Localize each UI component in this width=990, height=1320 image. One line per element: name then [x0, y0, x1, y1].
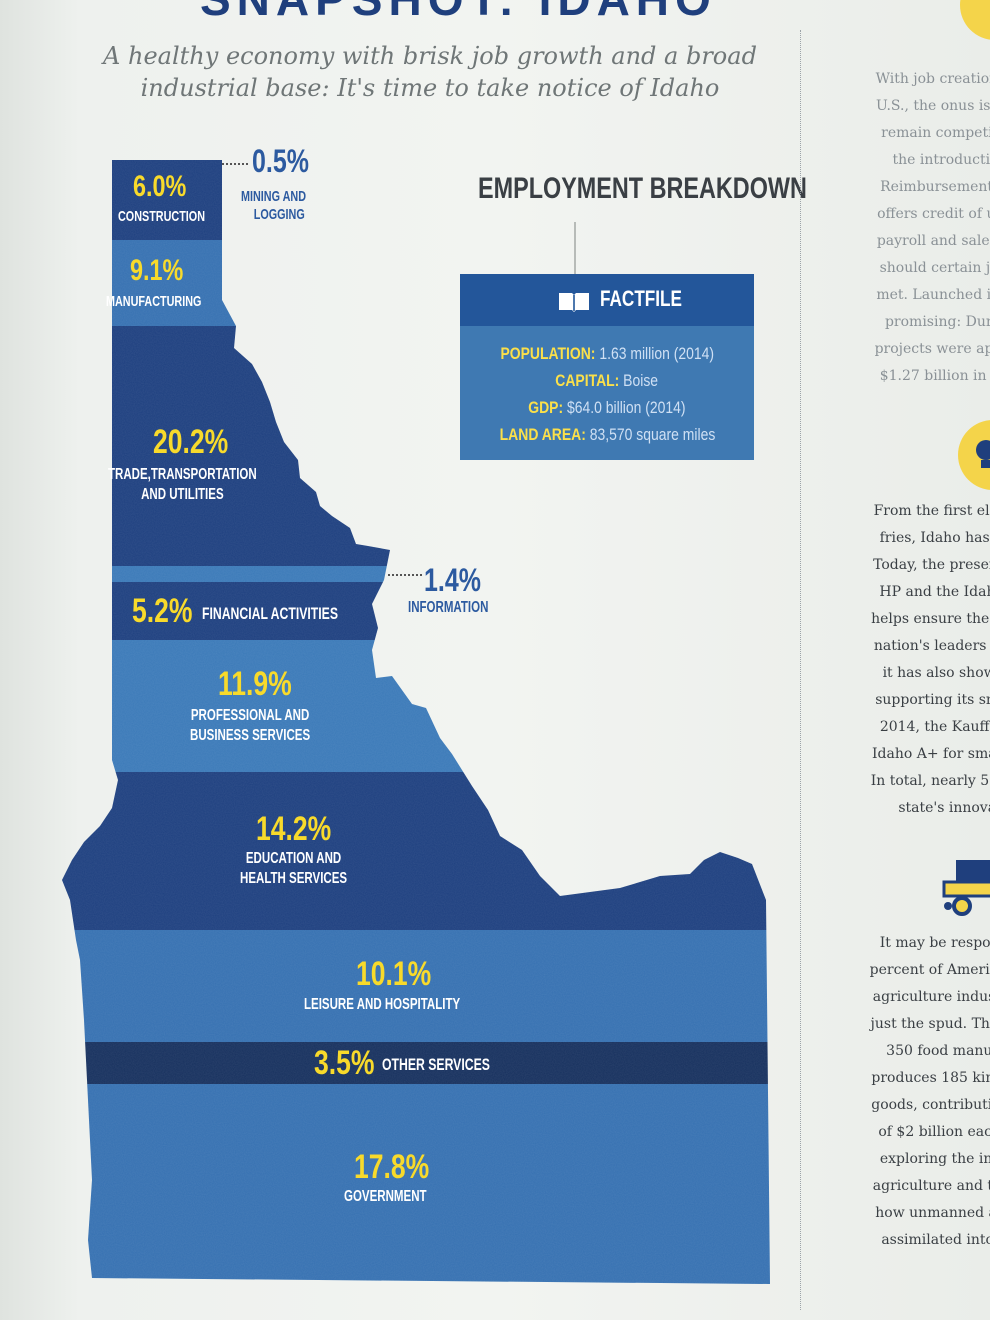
factfile-box: FACTFILE POPULATION: 1.63 million (2014)… — [460, 274, 754, 460]
pct-education: 14.2% — [256, 810, 332, 848]
pct-manufacturing: 9.1% — [130, 254, 184, 287]
factfile-label: CAPITAL: — [555, 371, 620, 390]
text-line: remain competitive — [881, 125, 990, 141]
dollar-icon — [960, 0, 990, 40]
label-mining-line: MINING AND — [241, 188, 307, 205]
label-education: EDUCATION AND HEALTH SERVICES — [240, 849, 347, 888]
pct-professional: 11.9% — [218, 665, 292, 703]
label-government: GOVERNMENT — [344, 1188, 427, 1205]
text-line: exploring the inters — [879, 1151, 990, 1167]
pct-financial: 5.2% — [132, 592, 193, 630]
headline: SNAPSHOT: IDAHO — [200, 0, 717, 26]
label-manufacturing: MANUFACTURING — [106, 293, 202, 310]
text-line: should certain job a — [879, 260, 990, 276]
label-mining-line: LOGGING — [253, 206, 305, 224]
label-trade-line: TRADE,TRANSPORTATION — [108, 466, 257, 483]
label-leisure: LEISURE AND HOSPITALITY — [304, 996, 461, 1013]
text-line: offers credit of up to — [877, 206, 990, 222]
text-line: In total, nearly 50,000 — [870, 773, 990, 789]
text-line: It may be responsib — [879, 935, 990, 951]
factfile-value: 83,570 square miles — [589, 425, 715, 444]
text-line: Today, the presence o — [873, 557, 990, 573]
subtitle: A healthy economy with brisk job growth … — [60, 40, 800, 104]
text-line: produces 185 kinds of — [871, 1070, 990, 1086]
text-line: Idaho A+ for small bu — [872, 746, 990, 762]
text-line: the introduction — [892, 152, 990, 168]
text-line: With job creation a p — [875, 71, 990, 87]
label-trade: TRADE,TRANSPORTATION AND UTILITIES — [108, 465, 257, 504]
factfile-row: CAPITAL: Boise — [460, 371, 754, 391]
text-line: nation's leaders in pa — [873, 638, 990, 654]
text-line: how unmanned aeria — [875, 1205, 990, 1221]
pct-leisure: 10.1% — [356, 955, 432, 993]
text-line: agriculture industry s — [872, 989, 990, 1005]
text-line: supporting its smalle — [875, 692, 990, 708]
label-mining: MINING AND LOGGING — [241, 188, 306, 225]
text-line: state's innovat — [898, 800, 990, 816]
text-line: helps ensure the state — [871, 611, 990, 627]
book-icon — [559, 293, 589, 312]
text-line: percent of America's p — [869, 962, 990, 978]
pct-information: 1.4% — [424, 562, 481, 598]
text-line: it has also shown a — [882, 665, 990, 681]
text-line: 2014, the Kauffman — [879, 719, 990, 735]
text-line: agriculture and techn — [872, 1178, 990, 1194]
text-line: goods, contributing to — [871, 1097, 990, 1113]
text-line: fries, Idaho has a hi — [879, 530, 990, 546]
text-line: 350 food manufac — [886, 1043, 990, 1059]
pct-construction: 6.0% — [133, 170, 187, 203]
leader-line-mining — [222, 163, 248, 165]
text-line: U.S., the onus is on s — [875, 98, 990, 114]
factfile-value: Boise — [623, 371, 659, 390]
factfile-label: POPULATION: — [500, 344, 596, 363]
pct-other: 3.5% — [314, 1044, 375, 1082]
label-construction: CONSTRUCTION — [118, 208, 205, 225]
sidebar-column — [800, 0, 990, 1320]
factfile-value: 1.63 million (2014) — [599, 344, 714, 363]
text-line: From the first electro — [873, 503, 990, 519]
factfile-row: LAND AREA: 83,570 square miles — [460, 425, 754, 445]
label-professional-line: PROFESSIONAL AND — [190, 707, 310, 724]
factfile-value: $64.0 billion (2014) — [567, 398, 686, 417]
factfile-row: GDP: $64.0 billion (2014) — [460, 398, 754, 418]
text-line: $1.27 billion in new — [879, 368, 990, 384]
text-line: Reimbursement Inc — [880, 179, 990, 195]
text-line: promising: During — [884, 314, 990, 330]
label-other: OTHER SERVICES — [382, 1055, 490, 1074]
label-professional: PROFESSIONAL AND BUSINESS SERVICES — [190, 706, 310, 745]
sidebar-paragraph-1: With job creation a p U.S., the onus is … — [800, 66, 990, 390]
text-line: assimilated into far — [881, 1232, 990, 1248]
lightbulb-icon — [958, 420, 990, 490]
factfile-label: GDP: — [528, 398, 564, 417]
pct-government: 17.8% — [354, 1148, 430, 1186]
label-information: INFORMATION — [408, 599, 489, 616]
label-trade-line: AND UTILITIES — [141, 485, 224, 503]
text-line: of $2 billion each ye — [878, 1124, 990, 1140]
label-professional-line: BUSINESS SERVICES — [190, 726, 311, 744]
sidebar-paragraph-3: It may be responsib percent of America's… — [800, 930, 990, 1254]
sidebar-paragraph-2: From the first electro fries, Idaho has … — [800, 498, 990, 822]
text-line: HP and the Idaho N — [879, 584, 990, 600]
section-title: EMPLOYMENT BREAKDOWN — [478, 172, 807, 205]
text-line: just the spud. The stat — [870, 1016, 990, 1032]
subtitle-line: industrial base: It's time to take notic… — [140, 74, 720, 102]
factfile-title: FACTFILE — [600, 286, 682, 311]
label-education-line: EDUCATION AND — [245, 850, 342, 867]
text-line: met. Launched in Jul — [876, 287, 990, 303]
label-education-line: HEALTH SERVICES — [240, 869, 348, 887]
text-line: projects were approv — [874, 341, 990, 357]
pct-trade: 20.2% — [153, 423, 229, 461]
leader-line-information — [388, 574, 422, 576]
pct-mining: 0.5% — [252, 143, 309, 179]
tractor-icon — [942, 856, 990, 916]
factfile-label: LAND AREA: — [499, 425, 586, 444]
factfile-row: POPULATION: 1.63 million (2014) — [460, 344, 754, 364]
subtitle-line: A healthy economy with brisk job growth … — [103, 42, 757, 70]
factfile-header: FACTFILE — [460, 274, 754, 326]
column-divider — [800, 30, 801, 1310]
label-financial: FINANCIAL ACTIVITIES — [202, 604, 339, 623]
pin-line — [574, 222, 576, 276]
